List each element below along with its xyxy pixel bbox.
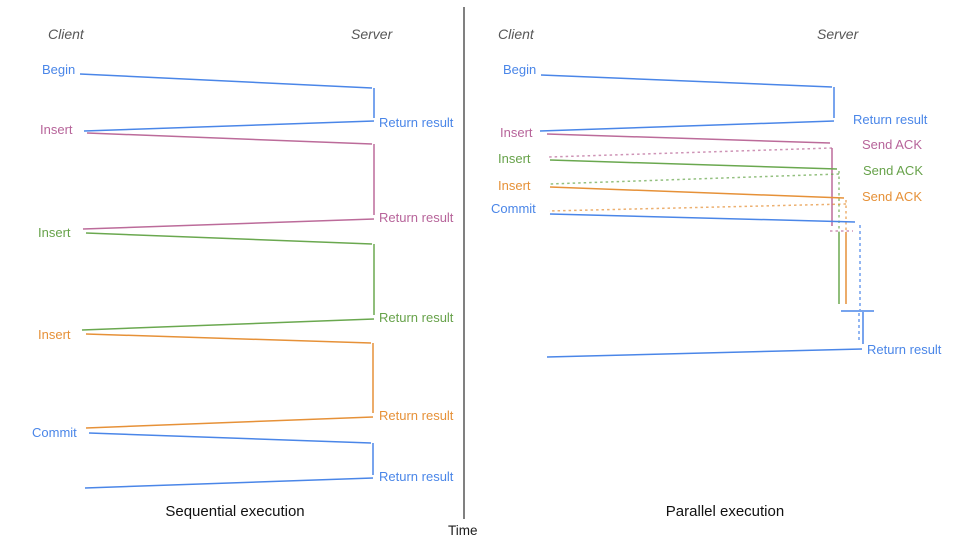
seq-commit-label: Commit	[32, 425, 77, 440]
par-send-ack-3: Send ACK	[862, 189, 922, 204]
par-begin-return-line	[539, 120, 835, 132]
seq-insert1-flow	[82, 132, 375, 230]
par-server-header: Server	[817, 26, 859, 42]
seq-client-header: Client	[48, 26, 84, 42]
seq-caption-wrap: Sequential execution	[0, 503, 470, 521]
seq-return-result-4: Return result	[379, 408, 454, 423]
par-commit-request-line	[549, 213, 856, 223]
seq-commit-flow	[84, 432, 374, 489]
par-return-result-bottom: Return result	[867, 342, 942, 357]
par-commit-label: Commit	[491, 201, 536, 216]
seq-insert-label-1: Insert	[40, 122, 73, 137]
seq-return-result-1: Return result	[379, 115, 454, 130]
par-begin-request-line	[540, 74, 833, 88]
seq-commit-return-line	[84, 477, 374, 489]
par-insert1-request-line	[546, 133, 831, 144]
par-insert-label-3: Insert	[498, 178, 531, 193]
par-insert1-flow	[546, 133, 853, 232]
seq-commit-request-line	[88, 432, 372, 444]
seq-insert-label-2: Insert	[38, 225, 71, 240]
seq-insert2-request-line	[85, 232, 373, 245]
time-axis-label: Time	[448, 523, 478, 538]
par-insert2-ack-line	[548, 173, 840, 185]
seq-insert3-request-line	[85, 333, 372, 344]
seq-return-result-2: Return result	[379, 210, 454, 225]
par-insert3-flow	[548, 186, 847, 304]
seq-return-result-3: Return result	[379, 310, 454, 325]
seq-insert3-return-line	[85, 416, 374, 429]
seq-caption: Sequential execution	[165, 503, 305, 520]
seq-begin-request-line	[79, 73, 373, 89]
par-send-ack-1: Send ACK	[862, 137, 922, 152]
seq-begin-label: Begin	[42, 62, 76, 77]
par-send-ack-2: Send ACK	[863, 163, 923, 178]
par-begin-flow	[539, 74, 835, 132]
par-insert3-ack-line	[548, 203, 847, 212]
seq-begin-flow	[79, 73, 375, 132]
par-insert2-request-line	[549, 159, 838, 170]
seq-insert2-return-line	[81, 318, 375, 331]
par-return-result-top: Return result	[853, 112, 928, 127]
seq-insert3-flow	[85, 333, 374, 429]
par-caption: Parallel execution	[665, 503, 785, 520]
seq-insert1-return-line	[82, 218, 375, 230]
par-commit-return-line	[546, 348, 863, 358]
par-caption-wrap: Parallel execution	[490, 503, 960, 521]
par-insert1-ack-line	[548, 147, 833, 158]
seq-server-header: Server	[351, 26, 393, 42]
par-insert3-request-line	[549, 186, 845, 199]
seq-begin-return-line	[83, 120, 375, 132]
seq-return-result-5: Return result	[379, 469, 454, 484]
seq-insert1-request-line	[86, 132, 373, 145]
seq-insert-label-3: Insert	[38, 327, 71, 342]
par-commit-flow	[546, 213, 874, 358]
par-client-header: Client	[498, 26, 534, 42]
seq-insert2-flow	[81, 232, 375, 331]
par-insert-label-2: Insert	[498, 151, 531, 166]
par-insert2-flow	[548, 159, 840, 304]
par-begin-label: Begin	[503, 62, 537, 77]
par-insert-label-1: Insert	[500, 125, 533, 140]
